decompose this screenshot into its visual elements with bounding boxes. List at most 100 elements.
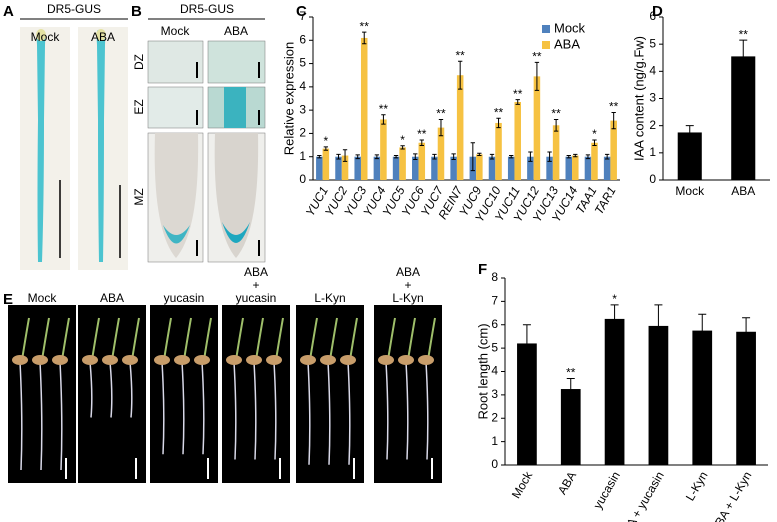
error-bar (323, 146, 329, 151)
y-tick-label: 2 (491, 410, 498, 424)
bar (736, 331, 756, 465)
column-label: ABA (224, 24, 248, 38)
photo-b (147, 40, 266, 263)
y-axis-label: IAA content (ng/g.Fw) (631, 36, 646, 161)
root (253, 361, 257, 460)
error-bar (432, 153, 437, 160)
error-bar (477, 152, 482, 157)
bar (316, 156, 323, 180)
bar (373, 156, 381, 180)
bar (437, 127, 445, 180)
bar (546, 156, 553, 180)
legend-label: ABA (554, 36, 580, 51)
error-bar (585, 154, 591, 160)
error-bar (317, 155, 322, 159)
root (109, 361, 113, 418)
bar (584, 156, 592, 180)
seed (52, 355, 68, 365)
column-label: ABA (100, 291, 124, 305)
bar (399, 147, 406, 180)
error-bar (438, 118, 444, 137)
error-bar (451, 153, 456, 161)
bar (354, 156, 361, 180)
panel-label: E (3, 291, 13, 308)
error-bar (742, 317, 751, 347)
error-bar (553, 118, 559, 132)
bar (495, 122, 502, 180)
seed (174, 355, 190, 365)
panel-label: A (3, 3, 14, 20)
significance-mark: ** (436, 107, 446, 121)
column-label: Mock (31, 30, 61, 44)
error-bar (534, 61, 540, 91)
x-tick-label: yucasin (590, 469, 622, 511)
root (39, 361, 43, 471)
seed (32, 355, 48, 365)
root (425, 361, 429, 460)
panel-label: C (296, 3, 307, 20)
root (405, 361, 409, 460)
error-bar (393, 155, 399, 159)
bar (476, 154, 483, 180)
y-tick-label: 7 (299, 9, 306, 23)
bar (450, 156, 457, 180)
y-tick-label: 6 (649, 9, 656, 23)
error-bar (489, 153, 495, 160)
significance-mark: * (612, 292, 617, 306)
error-bar (685, 125, 694, 140)
bar (591, 142, 598, 180)
y-tick-label: 1 (299, 149, 306, 163)
column-label: + (404, 278, 411, 292)
error-bar (604, 153, 610, 160)
bar (648, 325, 669, 465)
panel-label: F (478, 261, 487, 278)
significance-mark: * (592, 127, 597, 141)
error-bar (457, 60, 463, 90)
y-tick-label: 3 (491, 387, 498, 401)
legend-swatch (542, 41, 550, 49)
seed (82, 355, 98, 365)
seed (300, 355, 316, 365)
significance-mark: ** (455, 48, 465, 62)
error-bar (592, 139, 597, 147)
bar (604, 318, 625, 465)
root (233, 361, 237, 460)
y-tick-label: 1 (491, 434, 498, 448)
y-tick-label: 2 (299, 126, 306, 140)
error-bar (336, 153, 341, 160)
seed (266, 355, 282, 365)
significance-mark: ** (566, 366, 576, 380)
y-tick-label: 1 (649, 145, 656, 159)
row-label: EZ (132, 99, 146, 114)
bar (418, 142, 426, 180)
y-tick-label: 3 (299, 102, 306, 116)
y-axis-label: Root length (cm) (475, 323, 490, 419)
x-tick-label: ABA + yucasin (616, 469, 667, 522)
panel-label: B (131, 3, 142, 20)
error-bar (547, 151, 552, 162)
x-tick-label: Mock (675, 184, 705, 198)
y-tick-label: 7 (491, 294, 498, 308)
legend-label: Mock (554, 20, 586, 35)
bar (360, 37, 368, 181)
error-bar (374, 154, 380, 160)
y-tick-label: 6 (491, 317, 498, 331)
x-tick-label: ABA + L-Kyn (708, 469, 754, 522)
bar (677, 132, 702, 180)
y-tick-label: 4 (299, 79, 306, 93)
bar (692, 330, 713, 465)
error-bar (413, 153, 418, 161)
bar (392, 156, 400, 180)
y-tick-label: 0 (491, 457, 498, 471)
x-tick-label: L-Kyn (683, 469, 711, 503)
y-tick-label: 4 (649, 64, 656, 78)
panel-title: DR5-GUS (180, 2, 234, 16)
root (347, 361, 351, 465)
error-bar (610, 304, 619, 334)
error-bar (381, 114, 386, 125)
x-tick-label: Mock (509, 468, 536, 501)
seed (226, 355, 242, 365)
panel-title: DR5-GUS (47, 2, 101, 16)
seed (378, 355, 394, 365)
